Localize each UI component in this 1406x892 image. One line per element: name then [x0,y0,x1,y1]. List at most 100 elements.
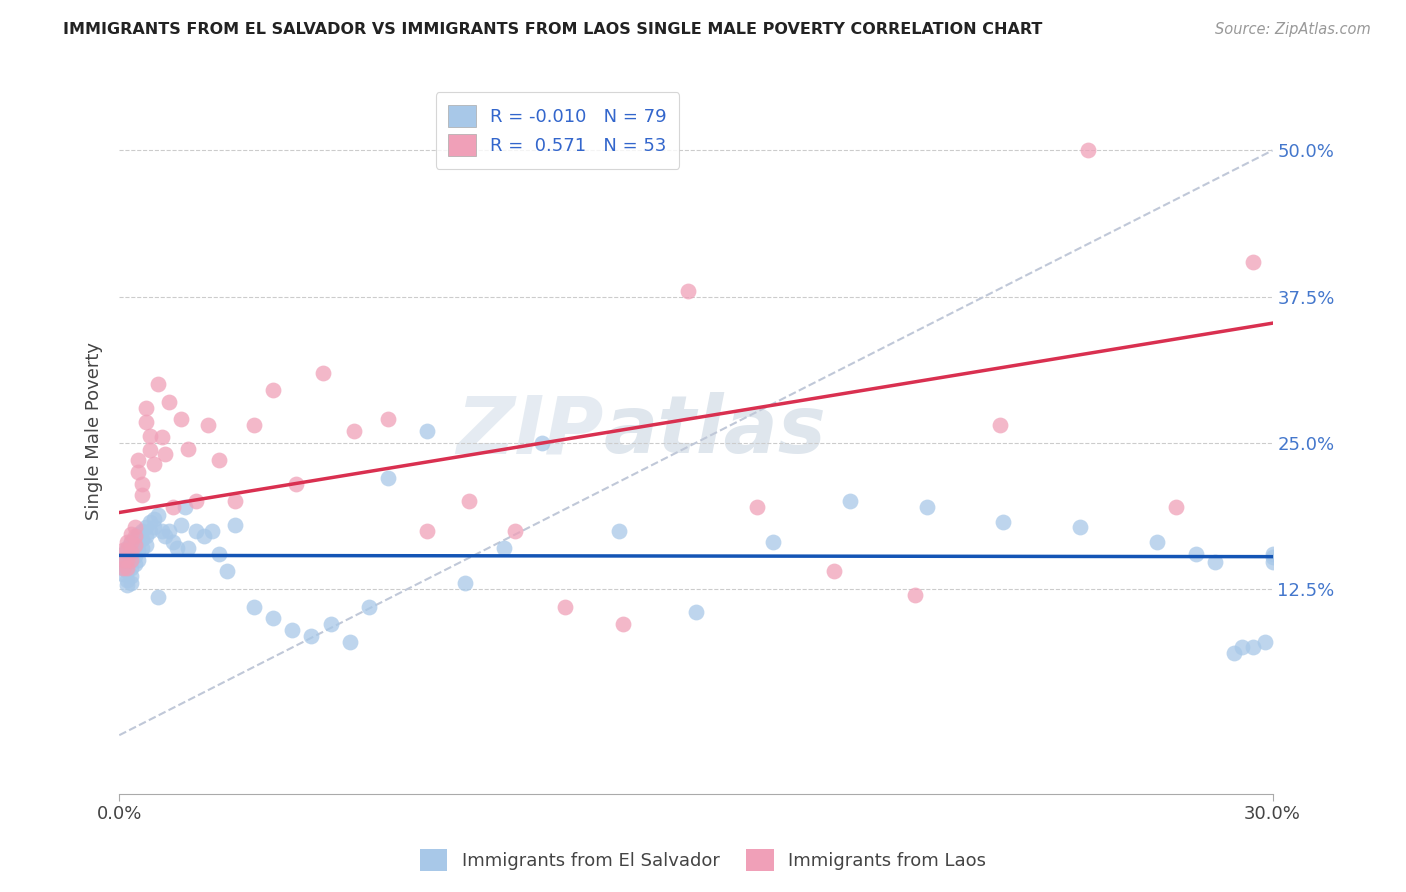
Point [120,527,142,541]
Point [454,576,477,591]
Point [343,424,366,438]
Point [1241,254,1264,268]
Point [177,541,200,555]
Point [1223,646,1246,660]
Point [146,508,169,523]
Point [359,599,381,614]
Point [915,500,938,515]
Point [186,524,208,538]
Legend: Immigrants from El Salvador, Immigrants from Laos: Immigrants from El Salvador, Immigrants … [413,842,993,879]
Point [135,520,157,534]
Point [150,430,173,444]
Point [262,611,284,625]
Point [115,558,138,573]
Point [120,535,142,549]
Point [135,529,157,543]
Point [120,535,142,549]
Point [377,412,399,426]
Point [676,284,699,298]
Point [1261,547,1284,561]
Point [339,634,361,648]
Point [281,623,304,637]
Point [1077,144,1099,158]
Point [747,500,769,515]
Point [157,395,180,409]
Point [131,524,153,538]
Point [215,565,238,579]
Point [112,547,135,561]
Point [224,494,246,508]
Point [142,512,165,526]
Point [503,524,526,538]
Point [685,606,707,620]
Point [131,532,153,546]
Point [377,471,399,485]
Point [124,537,146,551]
Point [115,553,138,567]
Point [193,529,215,543]
Point [120,576,142,591]
Point [531,435,554,450]
Point [124,520,146,534]
Point [128,535,150,549]
Point [131,541,153,555]
Point [131,488,153,502]
Point [200,524,222,538]
Point [112,566,135,581]
Point [128,453,150,467]
Point [115,543,138,558]
Text: atlas: atlas [603,392,827,470]
Point [115,541,138,555]
Point [1254,634,1277,648]
Point [120,543,142,558]
Point [120,561,142,575]
Point [112,543,135,558]
Point [554,599,576,614]
Point [115,578,138,592]
Point [128,465,150,479]
Point [993,516,1015,530]
Point [1261,550,1284,565]
Point [128,527,150,541]
Point [115,573,138,587]
Point [243,418,266,433]
Point [612,617,634,632]
Point [762,535,785,549]
Point [823,565,845,579]
Point [120,553,142,567]
Point [139,429,162,443]
Point [142,457,165,471]
Point [186,494,208,508]
Point [988,418,1011,433]
Point [115,535,138,549]
Point [1261,555,1284,569]
Point [492,541,515,555]
Point [146,590,169,604]
Point [139,442,162,457]
Point [128,553,150,567]
Point [157,524,180,538]
Point [301,629,323,643]
Point [135,537,157,551]
Point [224,517,246,532]
Point [319,617,342,632]
Point [120,553,142,567]
Point [124,549,146,564]
Legend: R = -0.010   N = 79, R =  0.571   N = 53: R = -0.010 N = 79, R = 0.571 N = 53 [436,92,679,169]
Point [208,453,231,467]
Point [115,550,138,565]
Point [166,541,188,555]
Point [170,517,193,532]
Point [262,383,284,397]
Point [162,500,184,515]
Point [1146,535,1168,549]
Point [124,529,146,543]
Point [139,524,162,538]
Point [1166,500,1188,515]
Point [120,569,142,583]
Point [170,412,193,426]
Point [135,401,157,415]
Y-axis label: Single Male Poverty: Single Male Poverty [86,343,103,520]
Point [155,448,177,462]
Point [155,529,177,543]
